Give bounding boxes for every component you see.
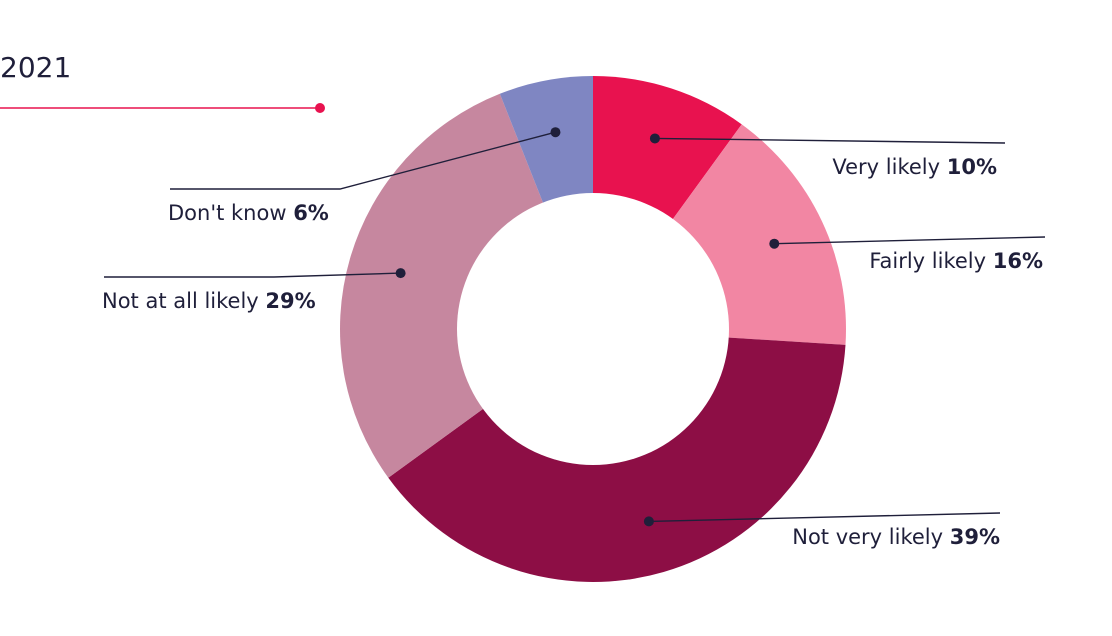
- slice-label-value: 29%: [265, 289, 315, 313]
- slice-label-very-likely: Very likely 10%: [832, 155, 997, 179]
- leader-line-not-very-likely: [648, 512, 1001, 523]
- slice-label-name: Not at all likely: [102, 289, 265, 313]
- slice-label-value: 10%: [947, 155, 997, 179]
- slice-label-fairly-likely: Fairly likely 16%: [869, 249, 1043, 273]
- slice-labels-group: Very likely 10% Fairly likely 16% Not very…: [102, 155, 1043, 549]
- leader-line-very-likely: [654, 137, 1006, 144]
- slice-label-name: Fairly likely: [869, 249, 992, 273]
- slice-label-not-at-all-likely: Not at all likely 29%: [102, 289, 316, 313]
- slice-label-name: Very likely: [832, 155, 946, 179]
- slice-label-name: Don't know: [168, 201, 293, 225]
- leader-line-not-at-all-likely: [104, 272, 401, 278]
- donut-hole: [457, 193, 729, 465]
- slice-label-value: 39%: [950, 525, 1000, 549]
- slice-label-not-very-likely: Not very likely 39%: [792, 525, 1000, 549]
- slice-label-name: Not very likely: [792, 525, 950, 549]
- title-rule-dot: [315, 103, 325, 113]
- slice-label-value: 6%: [293, 201, 329, 225]
- leader-line-fairly-likely: [774, 236, 1046, 245]
- leader-lines-group: [104, 127, 1046, 527]
- slice-label-value: 16%: [993, 249, 1043, 273]
- leader-line-don-t-know: [170, 131, 556, 190]
- chart-title: 2021: [0, 51, 71, 84]
- slice-label-don-t-know: Don't know 6%: [168, 201, 329, 225]
